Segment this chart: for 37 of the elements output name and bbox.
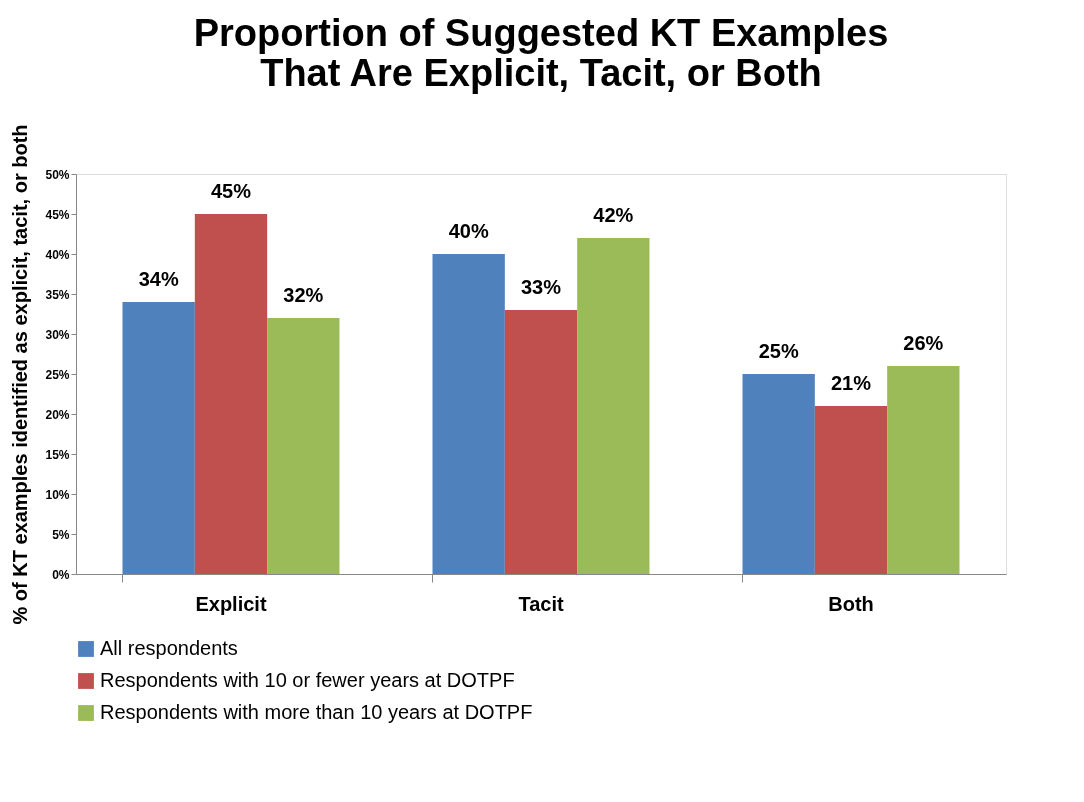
bar bbox=[814, 406, 888, 574]
data-label: 21% bbox=[830, 372, 872, 394]
data-label: 33% bbox=[520, 276, 562, 298]
y-tick-label: 50% bbox=[45, 167, 70, 182]
data-label: 45% bbox=[210, 180, 252, 202]
y-axis-title: % of KT examples identified as explicit, tacit, or both bbox=[9, 124, 32, 625]
y-tick-label: 40% bbox=[45, 247, 70, 262]
chart-title: Proportion of Suggested KT Examples That Are Explicit, Tacit, or Both bbox=[193, 11, 889, 94]
bar bbox=[267, 318, 340, 574]
bar bbox=[742, 374, 815, 574]
legend-label: Respondents with 10 or fewer years at DOTPF bbox=[100, 669, 515, 691]
data-label: 40% bbox=[448, 220, 489, 242]
y-tick-label: 15% bbox=[45, 447, 70, 462]
bar bbox=[887, 366, 960, 574]
bar bbox=[194, 214, 268, 574]
x-tick-label: Both bbox=[828, 592, 874, 615]
y-tick-label: 25% bbox=[45, 367, 70, 382]
y-tick-label: 30% bbox=[45, 327, 70, 342]
y-tick-label: 5% bbox=[52, 527, 70, 542]
data-label: 34% bbox=[138, 268, 179, 290]
y-tick-label: 45% bbox=[45, 207, 70, 222]
y-tick-label: 10% bbox=[45, 487, 70, 502]
y-tick-label: 0% bbox=[52, 567, 70, 582]
data-label: 42% bbox=[593, 204, 634, 226]
bar bbox=[504, 310, 578, 574]
data-label: 32% bbox=[283, 284, 324, 306]
legend-label: Respondents with more than 10 years at DOTPF bbox=[100, 701, 533, 723]
data-label: 26% bbox=[903, 332, 944, 354]
legend-label: All respondents bbox=[100, 637, 238, 659]
x-tick-label: Explicit bbox=[195, 592, 267, 615]
bar bbox=[577, 238, 650, 574]
data-label: 25% bbox=[758, 340, 799, 362]
y-tick-label: 20% bbox=[45, 407, 70, 422]
bar bbox=[432, 254, 505, 574]
y-tick-label: 35% bbox=[45, 287, 70, 302]
x-tick-label: Tacit bbox=[518, 592, 564, 615]
bar bbox=[122, 302, 195, 574]
